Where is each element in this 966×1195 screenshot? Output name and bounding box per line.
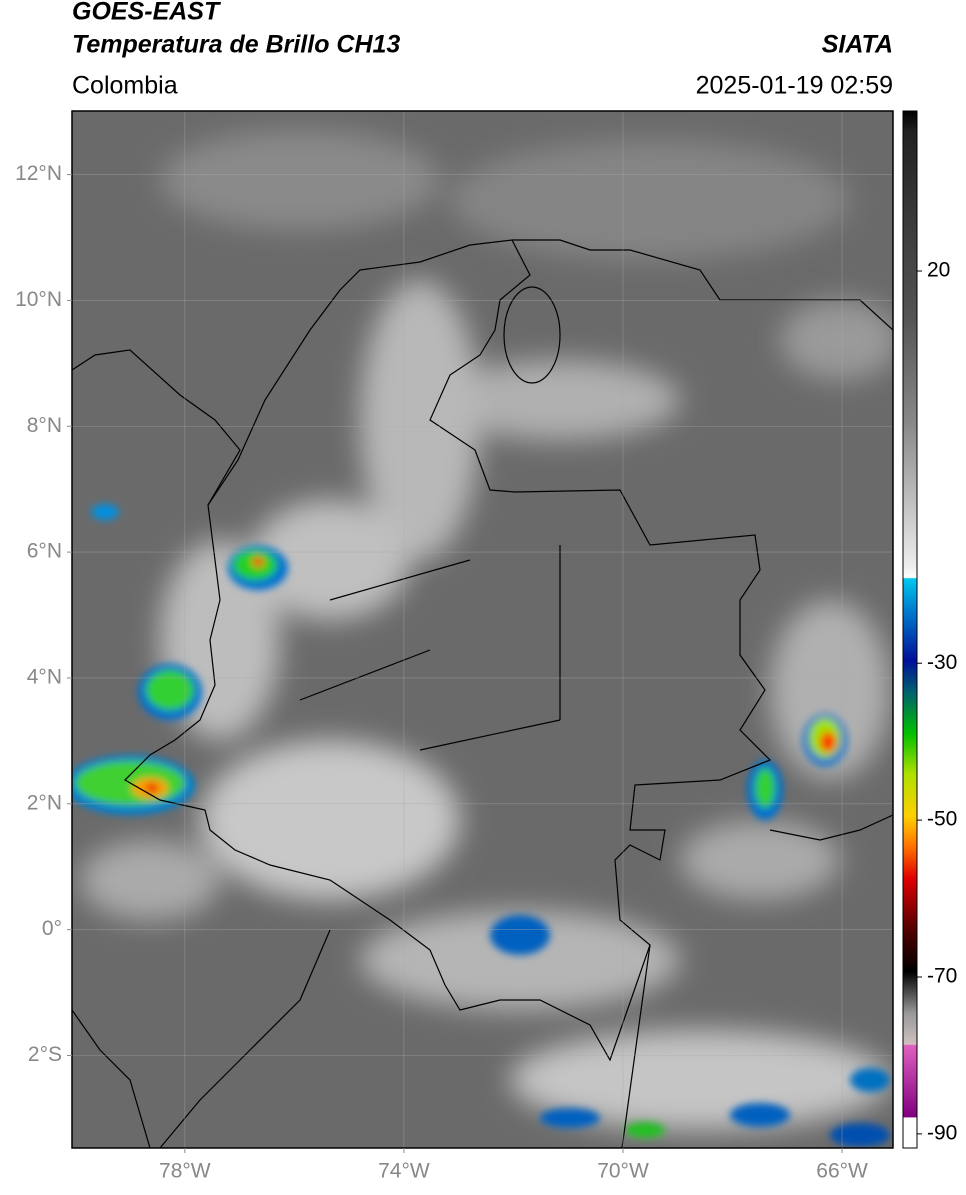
- colorbar-tick-label: -50: [927, 808, 957, 831]
- datetime: 2025-01-19 02:59: [696, 72, 893, 100]
- colorbar-tick-label: -30: [927, 651, 957, 674]
- y-tick-label: 12°N: [15, 162, 62, 185]
- colorbar-tick-label: -70: [927, 965, 957, 988]
- y-tick-label: 0°: [42, 917, 62, 940]
- subtitle: Temperatura de Brillo CH13: [72, 31, 400, 59]
- satellite-map: [72, 111, 893, 1148]
- axes: 78°W 74°W 70°W 66°W 12°N 10°N 8°N 6°N 4°N 2°N 0° 2°…: [15, 162, 868, 1182]
- clouds: [80, 130, 893, 1130]
- y-tick-label: 6°N: [27, 540, 62, 563]
- y-tick-label: 4°N: [27, 665, 62, 688]
- y-tick-label: 10°N: [15, 288, 62, 311]
- x-tick-label: 78°W: [159, 1160, 211, 1183]
- source: SIATA: [822, 31, 893, 59]
- x-tick-label: 74°W: [378, 1160, 430, 1183]
- y-tick-label: 8°N: [27, 414, 62, 437]
- borders: [72, 239, 893, 1148]
- colorbar-ticks: 20 -30 -50 -70 -90: [917, 259, 957, 1144]
- grid: [72, 111, 893, 1148]
- y-tick-label: 2°S: [28, 1043, 62, 1066]
- region: Colombia: [72, 72, 178, 100]
- y-tick-label: 2°N: [27, 791, 62, 814]
- title: GOES-EAST: [72, 0, 222, 26]
- colorbar-tick-label: -90: [927, 1121, 957, 1144]
- map-frame: [71, 110, 894, 1149]
- x-tick-label: 70°W: [597, 1160, 649, 1183]
- colorbar: [902, 110, 918, 1149]
- colorbar-tick-label: 20: [927, 259, 950, 282]
- x-tick-label: 66°W: [816, 1160, 868, 1183]
